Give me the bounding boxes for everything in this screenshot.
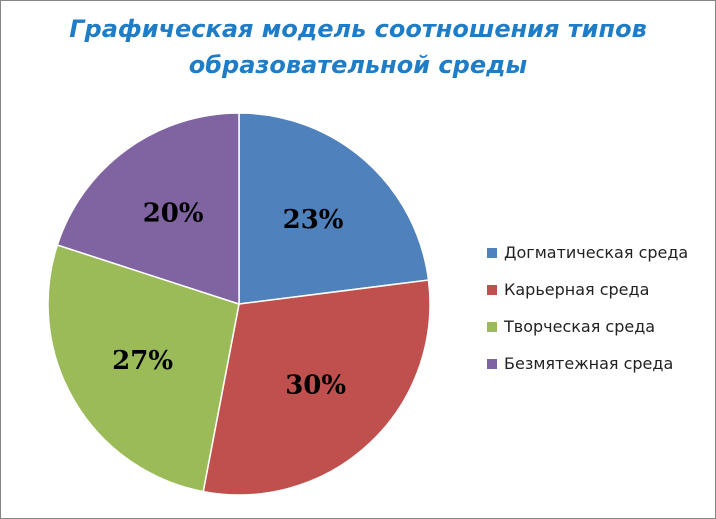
data-label-creative: 27% (112, 346, 173, 376)
legend-item-dogmatic: Догматическая среда (487, 234, 688, 271)
pie-slice-career (202, 279, 431, 496)
legend-swatch-creative (487, 321, 497, 332)
legend-label-career: Карьерная среда (504, 280, 650, 299)
legend-label-dogmatic: Догматическая среда (504, 243, 689, 262)
legend-label-creative: Творческая среда (504, 317, 656, 336)
chart-title: Графическая модель соотношения типов обр… (1, 11, 715, 83)
legend-label-serene: Безмятежная среда (504, 354, 674, 373)
legend-item-career: Карьерная среда (487, 271, 688, 308)
chart-title-line-2: образовательной среды (188, 51, 528, 79)
data-label-dogmatic: 23% (283, 205, 344, 235)
legend-item-serene: Безмятежная среда (487, 345, 688, 382)
chart-title-line-1: Графическая модель соотношения типов (69, 15, 647, 43)
legend-swatch-dogmatic (487, 247, 497, 258)
pie-slice-serene (56, 112, 240, 306)
pie-slice-creative (47, 244, 240, 493)
legend-item-creative: Творческая среда (487, 308, 688, 345)
legend: Догматическая среда Карьерная среда Твор… (487, 234, 688, 382)
pie-slice-dogmatic (238, 112, 430, 305)
legend-swatch-serene (487, 358, 497, 369)
data-label-career: 30% (285, 371, 346, 401)
data-label-serene: 20% (143, 198, 204, 228)
legend-swatch-career (487, 284, 497, 295)
